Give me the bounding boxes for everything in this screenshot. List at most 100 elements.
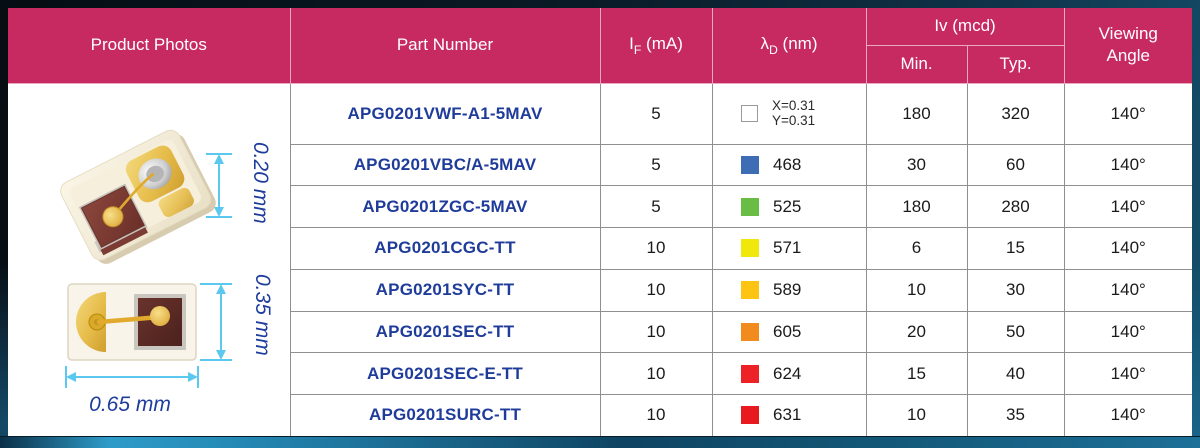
led-product-illustrations: 0.20 mm 0.35 mm [60, 129, 274, 416]
dominant-wavelength-value: 624 [773, 363, 802, 383]
color-swatch [741, 239, 759, 258]
dimension-arrow-035 [200, 282, 232, 361]
iv-typ-cell: 320 [966, 83, 1065, 145]
viewing-angle-cell: 140° [1063, 185, 1193, 229]
wavelength-cell: 605 [711, 310, 867, 354]
header-iv-mcd: Iv (mcd) [865, 8, 1065, 46]
dominant-wavelength-value: 468 [773, 154, 802, 174]
part-number-cell: APG0201ZGC-5MAV [289, 185, 601, 229]
dimension-arrow-020 [206, 152, 232, 218]
led-photo-top-view [67, 282, 197, 361]
product-photos-panel: 0.20 mm 0.35 mm [8, 84, 290, 436]
header-if-ma: IF (mA) [599, 8, 713, 84]
led-spec-table: Product Photos Part Number IF (mA) λD (n… [8, 8, 1193, 436]
iv-typ-cell: 280 [966, 185, 1065, 229]
viewing-angle-cell: 140° [1063, 268, 1193, 312]
iv-typ-cell: 60 [966, 143, 1065, 187]
color-swatch [741, 406, 759, 425]
color-swatch [741, 364, 759, 383]
table-row: APG0201CGC-TT 10 571 6 15 140° [8, 227, 1193, 270]
viewing-angle-cell: 140° [1063, 352, 1193, 396]
iv-min-cell: 30 [865, 143, 968, 187]
wavelength-content: 571 [741, 238, 837, 258]
wavelength-cell: 525 [711, 185, 867, 229]
dominant-wavelength-value: 571 [773, 238, 802, 258]
header-product-photos: Product Photos [8, 8, 291, 84]
table-row: APG0201SEC-TT 10 605 20 50 140° [8, 310, 1193, 354]
color-swatch [741, 155, 759, 174]
part-number-cell: APG0201SYC-TT [289, 268, 601, 312]
viewing-angle-cell: 140° [1063, 83, 1193, 145]
iv-typ-cell: 15 [966, 227, 1065, 270]
header-iv-typ: Typ. [966, 44, 1065, 84]
if-current-cell: 5 [599, 83, 713, 145]
color-swatch [741, 197, 759, 216]
color-swatch [741, 105, 758, 123]
iv-min-cell: 180 [865, 185, 968, 229]
table-row: APG0201VBC/A-5MAV 5 468 30 60 140° [8, 143, 1193, 187]
iv-typ-cell: 30 [966, 268, 1065, 312]
part-number-cell: APG0201SEC-TT [289, 310, 601, 354]
if-current-cell: 5 [599, 185, 713, 229]
part-number-cell: APG0201VWF-A1-5MAV [289, 83, 601, 145]
dominant-wavelength-value: 589 [773, 280, 802, 300]
if-current-cell: 10 [599, 310, 713, 354]
chromaticity-coordinates: X=0.31 Y=0.31 [772, 97, 816, 128]
header-lambda-d: λD (nm) [711, 8, 867, 84]
if-current-cell: 10 [599, 268, 713, 312]
wavelength-cell: 631 [711, 394, 867, 436]
wavelength-cell: 589 [711, 268, 867, 312]
wavelength-content: 624 [741, 364, 837, 384]
iv-typ-cell: 40 [966, 352, 1065, 396]
wavelength-content: X=0.31 Y=0.31 [741, 97, 837, 129]
wavelength-cell: 624 [711, 352, 867, 396]
dominant-wavelength-value: 605 [773, 321, 802, 341]
table-row: 0.20 mm 0.35 mm [8, 83, 1193, 436]
part-number-cell: APG0201SURC-TT [289, 394, 601, 436]
if-current-cell: 10 [599, 394, 713, 436]
dominant-wavelength-value: 631 [773, 405, 802, 425]
viewing-angle-cell: 140° [1063, 310, 1193, 354]
part-number-cell: APG0201CGC-TT [289, 227, 601, 270]
iv-min-cell: 180 [865, 83, 968, 145]
iv-typ-cell: 35 [966, 394, 1065, 436]
wavelength-cell: X=0.31 Y=0.31 [711, 83, 867, 145]
if-current-cell: 5 [599, 143, 713, 187]
dimension-arrow-065 [65, 365, 199, 388]
iv-min-cell: 20 [865, 310, 968, 354]
dimension-label-035: 0.35 mm [251, 274, 274, 356]
wavelength-cell: 468 [711, 143, 867, 187]
iv-min-cell: 6 [865, 227, 968, 270]
viewing-angle-cell: 140° [1063, 143, 1193, 187]
header-part-number: Part Number [289, 8, 601, 84]
iv-min-cell: 10 [865, 394, 968, 436]
part-number-cell: APG0201SEC-E-TT [289, 352, 601, 396]
viewing-angle-cell: 140° [1063, 394, 1193, 436]
if-current-cell: 10 [599, 352, 713, 396]
dimension-label-020: 0.20 mm [249, 142, 272, 224]
iv-min-cell: 10 [865, 268, 968, 312]
wavelength-cell: 571 [711, 227, 867, 270]
wavelength-content: 605 [741, 322, 837, 342]
color-swatch [741, 322, 759, 341]
header-viewing-angle: Viewing Angle [1063, 8, 1193, 84]
bottom-accent-bar [0, 436, 1200, 448]
wavelength-content: 468 [741, 155, 837, 175]
header-iv-min: Min. [865, 44, 968, 84]
viewing-angle-cell: 140° [1063, 227, 1193, 270]
wavelength-content: 631 [741, 405, 837, 425]
product-photos-cell: 0.20 mm 0.35 mm [8, 83, 291, 436]
led-photo-3d-view [60, 129, 216, 264]
color-swatch [741, 281, 759, 300]
wavelength-content: 525 [741, 197, 837, 217]
if-current-cell: 10 [599, 227, 713, 270]
dimension-label-065: 0.65 mm [89, 393, 171, 416]
table-row: APG0201SURC-TT 10 631 10 35 140° [8, 394, 1193, 436]
iv-min-cell: 15 [865, 352, 968, 396]
dominant-wavelength-value: 525 [773, 196, 802, 216]
wavelength-content: 589 [741, 280, 837, 300]
part-number-cell: APG0201VBC/A-5MAV [289, 143, 601, 187]
iv-typ-cell: 50 [966, 310, 1065, 354]
spec-table-container: Product Photos Part Number IF (mA) λD (n… [8, 8, 1193, 436]
